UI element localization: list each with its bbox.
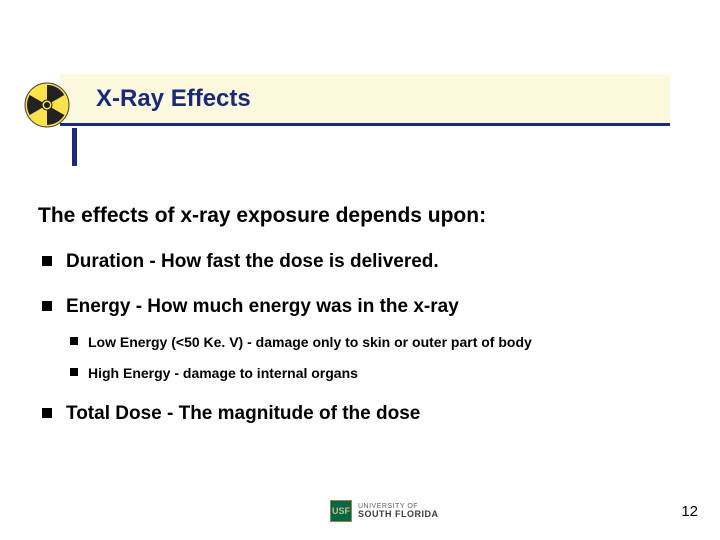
sub-bullet-high-energy: High Energy - damage to internal organs (66, 364, 678, 382)
title-accent-bar (72, 128, 77, 166)
content-area: The effects of x-ray exposure depends up… (38, 204, 678, 446)
title-band: X-Ray Effects (60, 74, 670, 126)
bullet-energy: Energy - How much energy was in the x-ra… (38, 295, 678, 382)
footer-logo: USF UNIVERSITY OF SOUTH FLORIDA (330, 500, 439, 522)
bullet-list: Duration - How fast the dose is delivere… (38, 250, 678, 426)
slide: X-Ray Effects The effects of x-ray expos… (0, 0, 720, 540)
bullet-energy-label: Energy - How much energy was in the x-ra… (66, 296, 459, 317)
bullet-duration: Duration - How fast the dose is delivere… (38, 250, 678, 275)
radiation-icon (22, 80, 72, 130)
usf-line2: SOUTH FLORIDA (358, 510, 439, 519)
bullet-total-dose: Total Dose - The magnitude of the dose (38, 402, 678, 427)
page-number: 12 (681, 503, 698, 520)
intro-text: The effects of x-ray exposure depends up… (38, 204, 678, 228)
bullet-energy-sublist: Low Energy (<50 Ke. V) - damage only to … (66, 333, 678, 381)
usf-badge-icon: USF (330, 500, 352, 522)
sub-bullet-low-energy: Low Energy (<50 Ke. V) - damage only to … (66, 333, 678, 351)
slide-title: X-Ray Effects (96, 85, 251, 113)
usf-text: UNIVERSITY OF SOUTH FLORIDA (358, 503, 439, 519)
